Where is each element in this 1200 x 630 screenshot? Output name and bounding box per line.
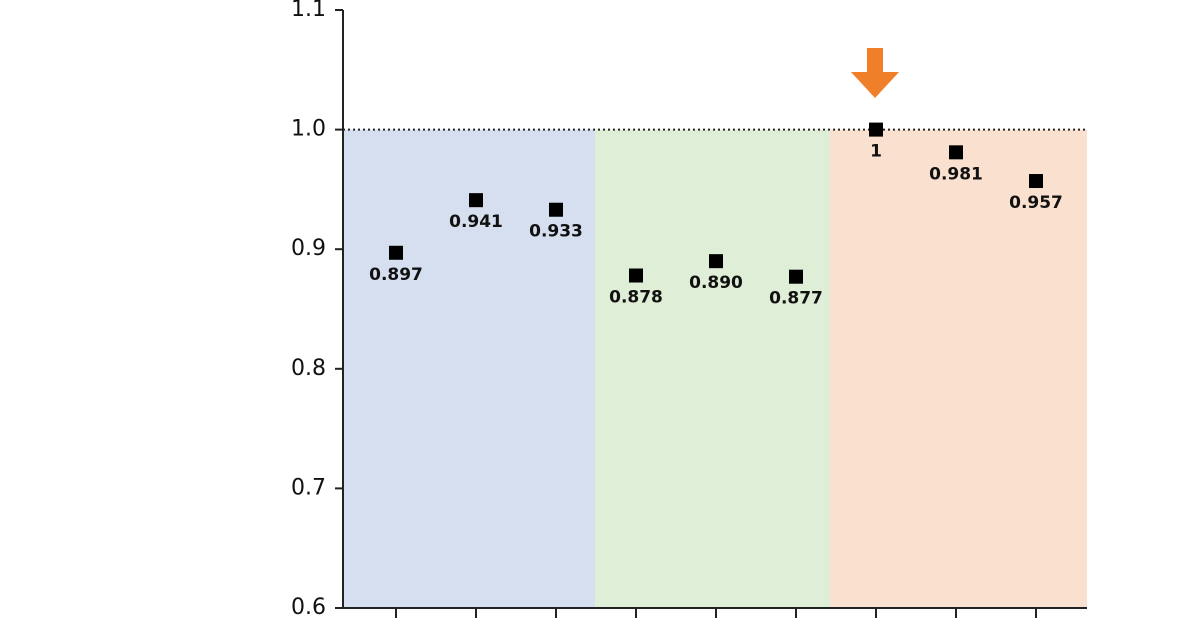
marker	[789, 269, 803, 284]
marker	[389, 245, 403, 260]
data-label: 0.933	[529, 222, 583, 242]
group-band	[595, 129, 830, 608]
marker	[949, 145, 963, 160]
data-label: 0.981	[929, 164, 983, 184]
y-tick-label: 0.9	[291, 236, 326, 261]
data-label: 0.897	[369, 265, 423, 285]
marker	[869, 122, 883, 137]
marker	[1029, 174, 1043, 189]
data-label: 0.877	[769, 289, 823, 309]
y-tick-label: 1.0	[291, 117, 326, 142]
y-tick-label: 1.1	[291, 0, 326, 22]
marker	[629, 268, 643, 283]
marker	[549, 202, 563, 217]
group-band	[830, 129, 1087, 608]
data-label: 0.941	[449, 212, 503, 232]
data-label: 0.890	[689, 273, 743, 293]
data-label: 1	[870, 142, 882, 162]
y-tick-label: 0.6	[291, 595, 326, 620]
marker	[469, 193, 483, 208]
y-tick-label: 0.7	[291, 475, 326, 500]
marker	[709, 254, 723, 269]
data-label: 0.957	[1009, 193, 1063, 213]
y-tick-label: 0.8	[291, 356, 326, 381]
data-label: 0.878	[609, 288, 663, 308]
highlight-arrow	[851, 48, 899, 98]
